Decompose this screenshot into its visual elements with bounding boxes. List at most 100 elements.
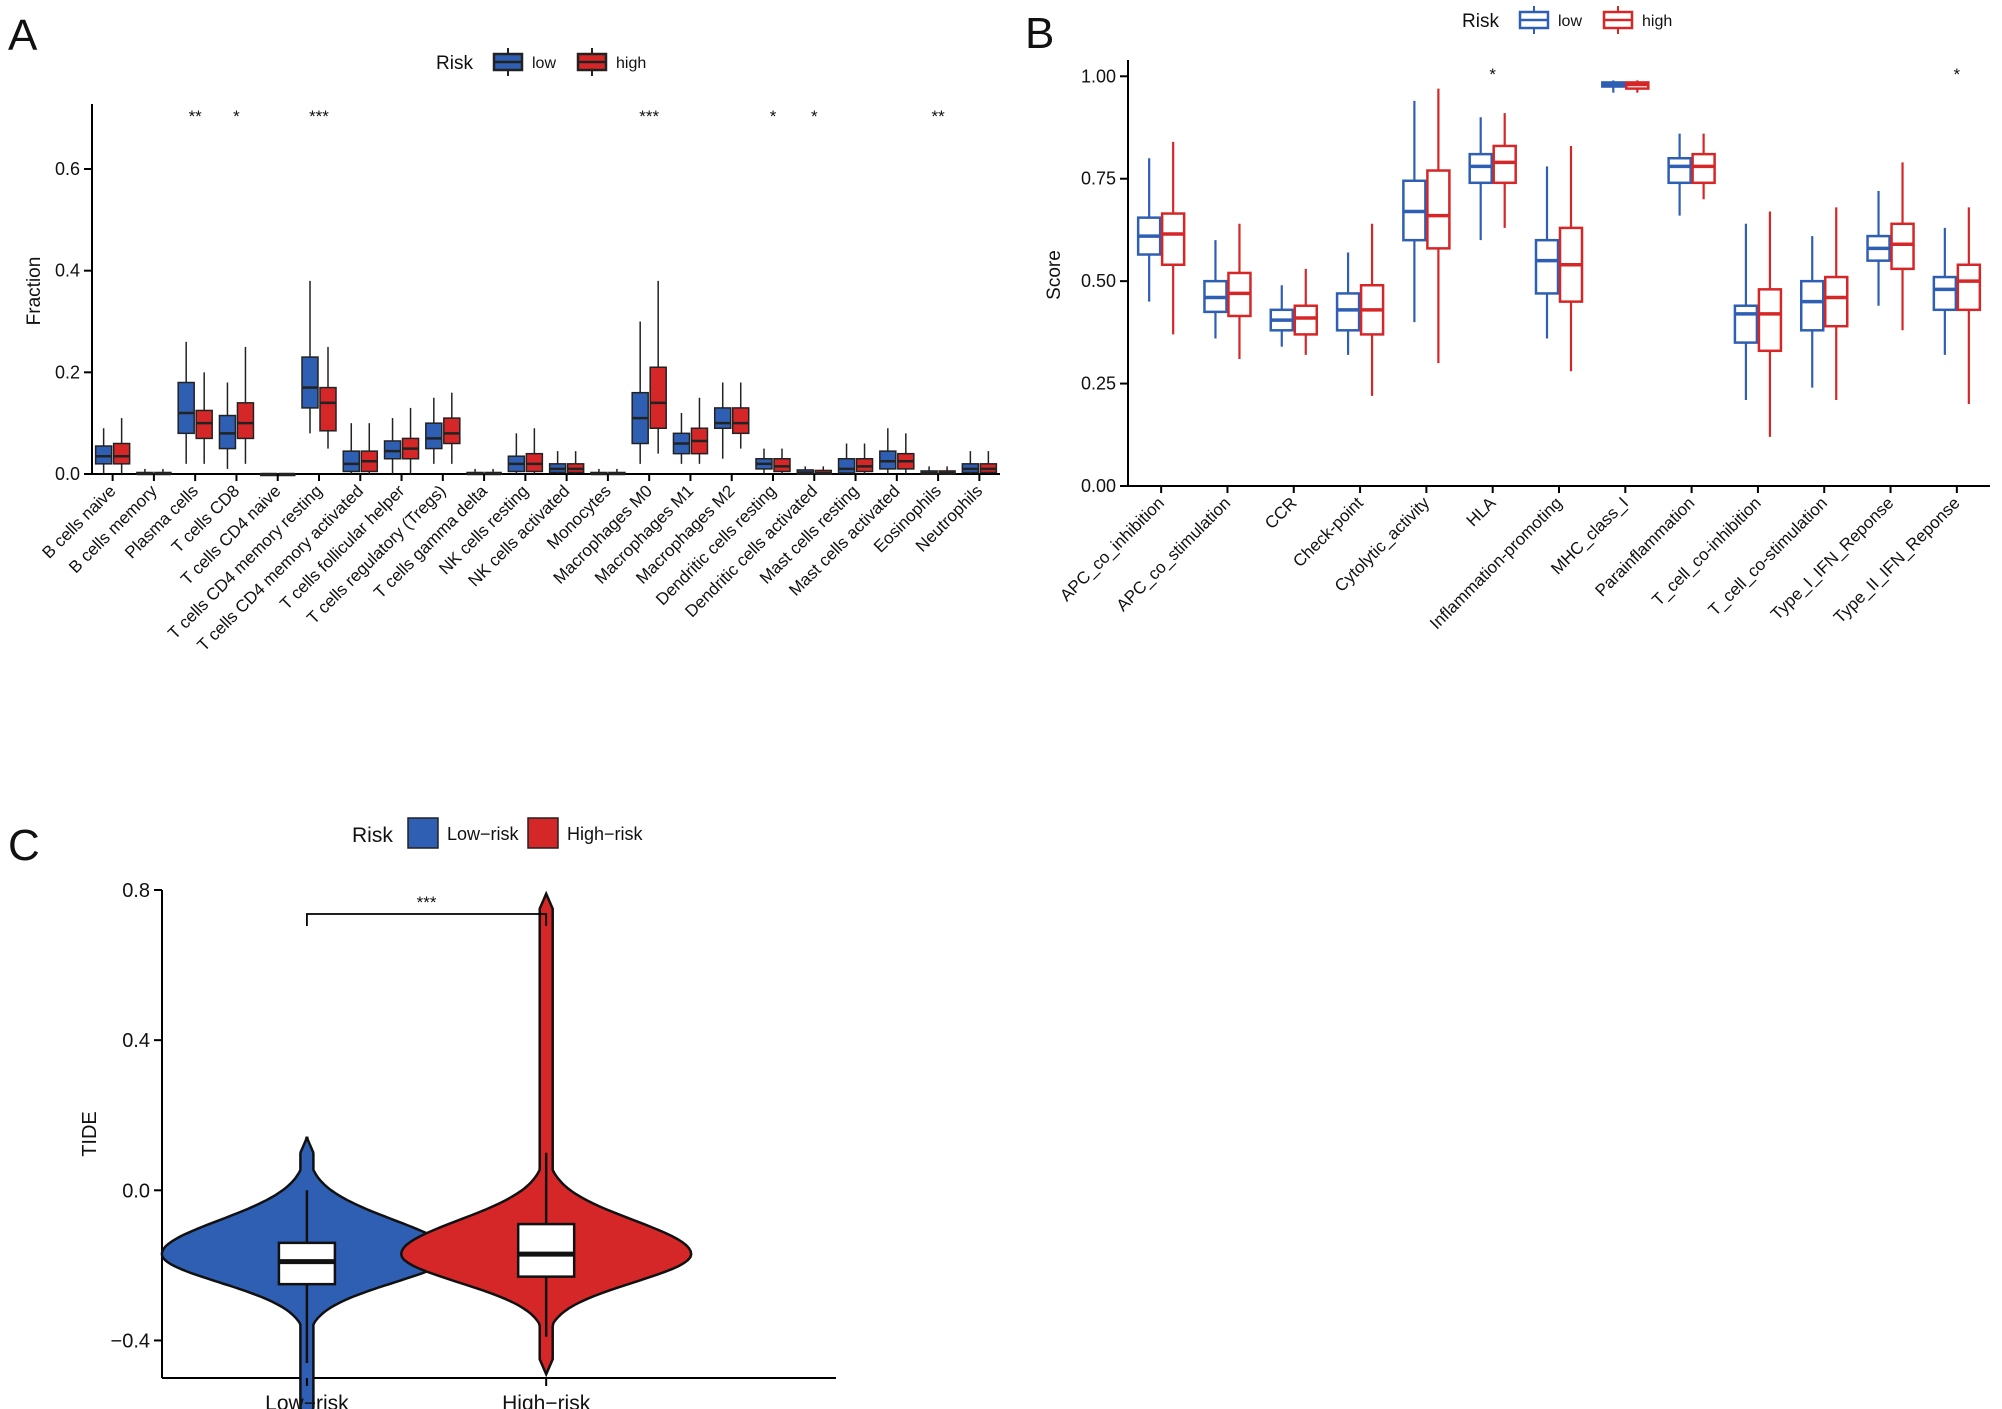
category-apc-co-inhibition: APC_co_inhibition bbox=[1056, 141, 1186, 605]
category-check-point: Check-point bbox=[1289, 223, 1385, 571]
x-tick-label: Low−risk bbox=[265, 1392, 349, 1409]
category-hla: * HLA bbox=[1463, 65, 1517, 530]
box-low bbox=[1799, 279, 1825, 332]
box-low bbox=[383, 440, 402, 460]
significance-label: * bbox=[770, 107, 777, 126]
box-high bbox=[1890, 222, 1915, 271]
legend: Risk low high bbox=[1462, 6, 1672, 34]
box-high bbox=[1956, 263, 1982, 312]
x-tick-label: CCR bbox=[1261, 493, 1300, 532]
box-high bbox=[649, 366, 667, 429]
box-high bbox=[1823, 275, 1849, 328]
y-tick-label: 0.6 bbox=[55, 159, 80, 179]
box-low bbox=[1335, 292, 1361, 332]
y-axis-label: Score bbox=[1044, 250, 1065, 300]
panel-c-chart: −0.4 0.0 0.4 0.8 TIDE Risk Low−risk High−risk Lo… bbox=[79, 817, 836, 1409]
box-high bbox=[236, 402, 255, 440]
box-low bbox=[301, 356, 319, 409]
box-low bbox=[1932, 275, 1958, 312]
box-high bbox=[855, 458, 874, 473]
significance-label: *** bbox=[639, 107, 659, 126]
significance-label: * bbox=[1954, 65, 1961, 84]
box-low bbox=[94, 445, 113, 465]
y-tick-label: 0.0 bbox=[55, 464, 80, 484]
box-low bbox=[425, 422, 443, 450]
legend-label-low: low bbox=[1558, 13, 1582, 30]
panel-a-chart: 0.0 0.2 0.4 0.6 Fraction Risk low high B cells n… bbox=[24, 48, 1000, 655]
x-tick-label: High−risk bbox=[502, 1392, 591, 1409]
panel-label-a: A bbox=[8, 11, 38, 60]
significance-label: *** bbox=[309, 107, 329, 126]
legend-key-low bbox=[407, 817, 439, 849]
y-tick-label: 0.2 bbox=[55, 362, 80, 382]
panel-label-c: C bbox=[8, 821, 40, 870]
y-axis-label: Fraction bbox=[24, 257, 45, 326]
box-high bbox=[773, 458, 791, 473]
legend-title: Risk bbox=[436, 53, 473, 74]
box-high bbox=[1492, 144, 1517, 185]
significance-label: *** bbox=[417, 893, 437, 912]
significance-bracket bbox=[306, 913, 548, 926]
x-tick-label: APC_co_stimulation bbox=[1113, 493, 1235, 615]
box-high bbox=[731, 407, 750, 435]
violin-low-risk: Low−risk bbox=[160, 1136, 454, 1409]
box-high bbox=[525, 452, 544, 473]
significance-label: * bbox=[811, 107, 818, 126]
y-tick-label: 0.4 bbox=[122, 1030, 150, 1052]
y-tick-label: 0.50 bbox=[1081, 271, 1116, 291]
box-low bbox=[342, 450, 361, 473]
legend-label-high: High−risk bbox=[567, 824, 644, 844]
legend-label-low: Low−risk bbox=[447, 824, 520, 844]
category-parainflammation: Parainflammation bbox=[1591, 133, 1716, 600]
legend-key-high bbox=[527, 817, 559, 849]
legend-label-high: high bbox=[616, 55, 646, 72]
y-tick-label: 0.0 bbox=[122, 1180, 150, 1202]
legend-title: Risk bbox=[1462, 11, 1499, 32]
legend-label-high: high bbox=[1642, 13, 1672, 30]
box-high bbox=[1757, 288, 1783, 353]
box-low bbox=[1468, 152, 1493, 185]
category-ccr: CCR bbox=[1261, 268, 1319, 533]
violin-body bbox=[399, 890, 693, 1378]
box-high bbox=[443, 417, 461, 445]
box-high bbox=[1293, 304, 1319, 336]
significance-label: ** bbox=[189, 107, 203, 126]
box-high bbox=[112, 442, 131, 465]
y-tick-label: 0.4 bbox=[55, 261, 80, 281]
y-axis-label: TIDE bbox=[79, 1111, 101, 1157]
x-tick-label: T_cell_co-inhibition bbox=[1648, 493, 1764, 609]
box-low bbox=[218, 414, 237, 450]
violin-high-risk: High−risk bbox=[399, 890, 693, 1409]
category-apc-co-stimulation: APC_co_stimulation bbox=[1113, 223, 1252, 615]
box-low bbox=[879, 450, 897, 470]
x-tick-label: Type_I_IFN_Reponse bbox=[1767, 493, 1897, 623]
box-low bbox=[713, 407, 732, 429]
y-tick-label: 1.00 bbox=[1081, 66, 1116, 86]
legend: Risk Low−risk High−risk bbox=[352, 817, 644, 849]
box bbox=[516, 1222, 576, 1278]
y-tick-label: 0.75 bbox=[1081, 169, 1116, 189]
box-high bbox=[1691, 152, 1716, 185]
y-tick-label: 0.25 bbox=[1081, 374, 1116, 394]
box-high bbox=[195, 409, 213, 440]
legend: Risk low high bbox=[436, 48, 646, 76]
significance-label: * bbox=[1489, 65, 1496, 84]
y-tick-label: −0.4 bbox=[111, 1330, 150, 1352]
legend-title: Risk bbox=[352, 824, 393, 847]
x-tick-label: Inflammation-promoting bbox=[1426, 493, 1566, 633]
box-high bbox=[1160, 212, 1186, 267]
box-low bbox=[177, 381, 195, 435]
panel-label-b: B bbox=[1025, 9, 1054, 58]
box-high bbox=[1426, 169, 1451, 250]
box-low bbox=[1667, 156, 1692, 185]
box-high bbox=[319, 386, 337, 432]
box-low bbox=[1534, 238, 1560, 295]
box-low bbox=[837, 458, 856, 474]
category-mast-cells-activated: Mast cells activated bbox=[785, 428, 915, 600]
legend-label-low: low bbox=[532, 55, 556, 72]
x-tick-label: HLA bbox=[1463, 493, 1500, 530]
significance-label: * bbox=[233, 107, 240, 126]
panel-b-chart: 0.00 0.25 0.50 0.75 1.00 Score Risk low high APC_… bbox=[1044, 6, 1990, 633]
category-b-cells-naive: B cells naive bbox=[39, 418, 131, 562]
